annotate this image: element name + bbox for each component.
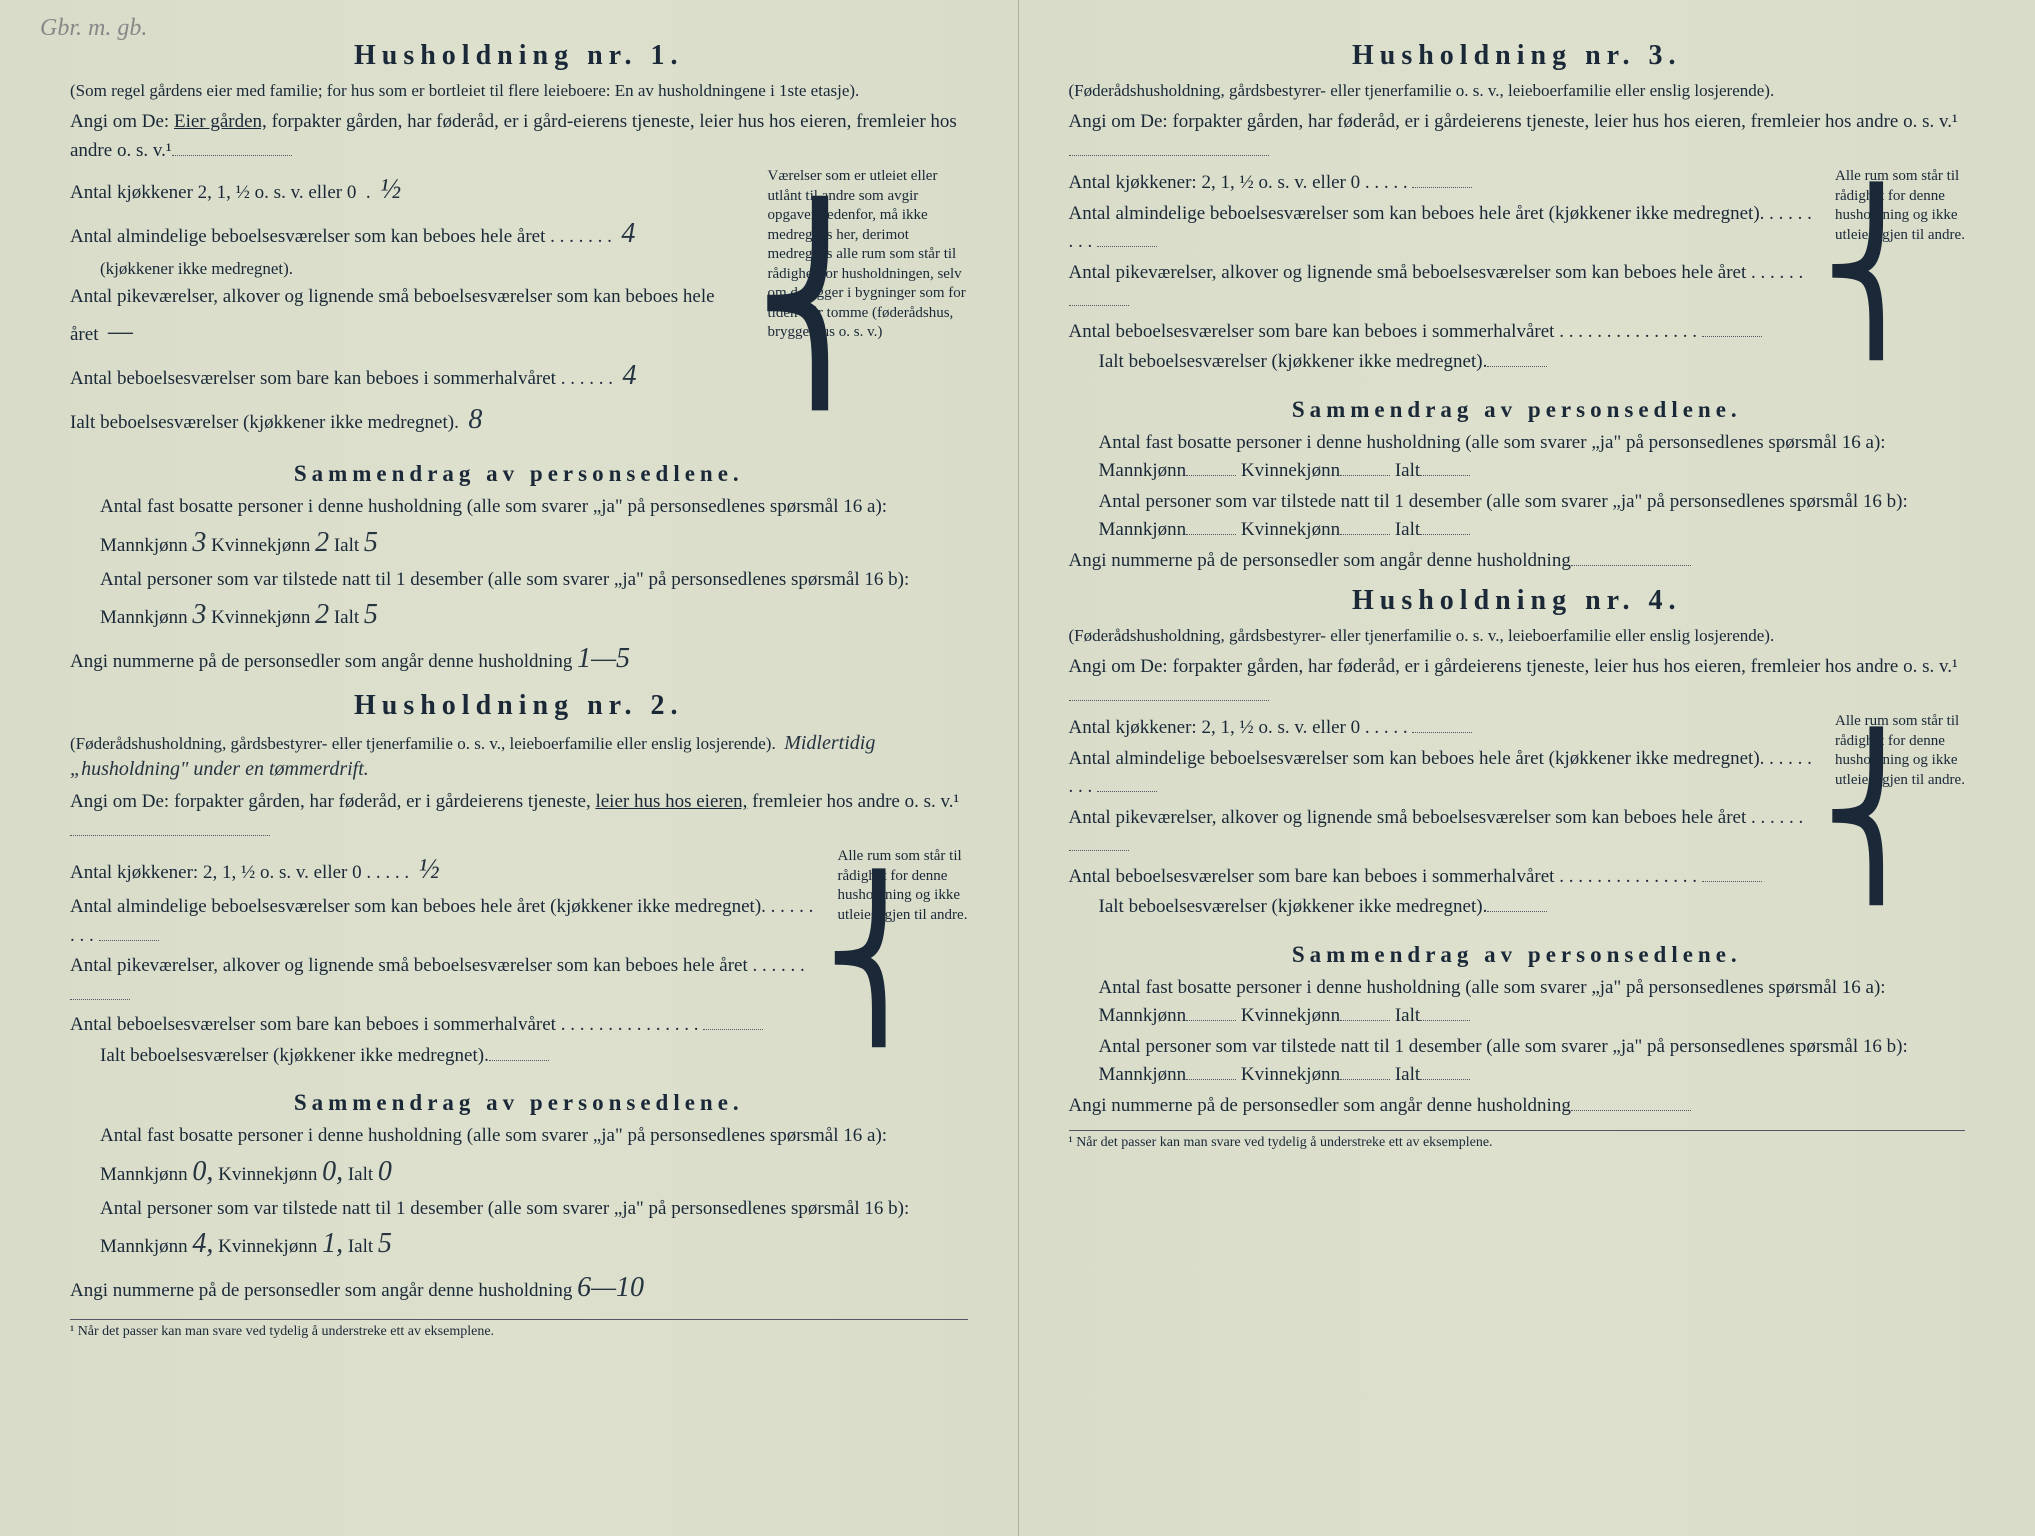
household3-title: Husholdning nr. 3. [1069, 40, 1966, 72]
household3-subtitle: (Føderådshusholdning, gårdsbestyrer- ell… [1069, 80, 1966, 102]
household1-subtitle: (Som regel gårdens eier med familie; for… [70, 80, 968, 102]
sum4-16a: Antal fast bosatte personer i denne hush… [1069, 974, 1966, 1031]
q4-rooms-year: Antal almindelige beboelsesværelser som … [1069, 745, 1821, 802]
q3-total: Ialt beboelsesværelser (kjøkkener ikke m… [1069, 348, 1821, 377]
household2-side-note: ⎨ Alle rum som står til rådighet for den… [838, 847, 968, 1072]
household4-rooms-block: Antal kjøkkener: 2, 1, ½ o. s. v. eller … [1069, 712, 1966, 924]
pencil-annotation: Gbr. m. gb. [40, 15, 147, 42]
q2-total: Ialt beboelsesværelser (kjøkkener ikke m… [70, 1042, 823, 1071]
q4-kitchens: Antal kjøkkener: 2, 1, ½ o. s. v. eller … [1069, 714, 1821, 743]
household3-rooms-block: Antal kjøkkener: 2, 1, ½ o. s. v. eller … [1069, 167, 1966, 379]
household2-rooms-block: Antal kjøkkener: 2, 1, ½ o. s. v. eller … [70, 847, 968, 1072]
q4-total: Ialt beboelsesværelser (kjøkkener ikke m… [1069, 893, 1821, 922]
val-total: 8 [468, 404, 482, 435]
household2-angi: Angi om De: forpakter gården, har føderå… [70, 788, 968, 845]
q3-summer: Antal beboelsesværelser som bare kan beb… [1069, 318, 1821, 347]
household1-side-note: ⎨ Værelser som er utleiet eller utlånt t… [768, 167, 968, 443]
household2-subtitle: (Føderådshusholdning, gårdsbestyrer- ell… [70, 730, 968, 782]
q2-kitchens: Antal kjøkkener: 2, 1, ½ o. s. v. eller … [70, 849, 823, 891]
household1-rooms-block: Antal kjøkkener 2, 1, ½ o. s. v. eller 0… [70, 167, 968, 443]
q-rooms-year: Antal almindelige beboelsesværelser som … [70, 213, 753, 255]
sum3-16b: Antal personer som var tilstede natt til… [1069, 488, 1966, 545]
sum4-16b: Antal personer som var tilstede natt til… [1069, 1033, 1966, 1090]
q2-summer: Antal beboelsesværelser som bare kan beb… [70, 1011, 823, 1040]
household1-title: Husholdning nr. 1. [70, 40, 968, 72]
household4-angi: Angi om De: forpakter gården, har føderå… [1069, 653, 1966, 710]
right-page: Husholdning nr. 3. (Føderådshusholdning,… [1018, 0, 2035, 1536]
q4-maid: Antal pikeværelser, alkover og lignende … [1069, 804, 1821, 861]
angi-prefix: Angi om De: [70, 111, 169, 132]
angi-nummer-4: Angi nummerne på de personsedler som ang… [1069, 1092, 1966, 1121]
angi-nummer-1: Angi nummerne på de personsedler som ang… [70, 638, 968, 680]
q-total: Ialt beboelsesværelser (kjøkkener ikke m… [70, 399, 753, 441]
household3-angi: Angi om De: forpakter gården, har føderå… [1069, 108, 1966, 165]
household1-summary-title: Sammendrag av personsedlene. [70, 461, 968, 487]
sum2-16b: Antal personer som var tilstede natt til… [70, 1195, 968, 1266]
q2-rooms-year: Antal almindelige beboelsesværelser som … [70, 893, 823, 950]
q3-kitchens: Antal kjøkkener: 2, 1, ½ o. s. v. eller … [1069, 169, 1821, 198]
household4-subtitle: (Føderådshusholdning, gårdsbestyrer- ell… [1069, 625, 1966, 647]
angi-nummer-3: Angi nummerne på de personsedler som ang… [1069, 547, 1966, 576]
q-kitchens: Antal kjøkkener 2, 1, ½ o. s. v. eller 0… [70, 169, 753, 211]
document-spread: Gbr. m. gb. Husholdning nr. 1. (Som rege… [0, 0, 2035, 1536]
sum2-16a: Antal fast bosatte personer i denne hush… [70, 1122, 968, 1193]
household4-title: Husholdning nr. 4. [1069, 585, 1966, 617]
household4-summary-title: Sammendrag av personsedlene. [1069, 942, 1966, 968]
household1-angi: Angi om De: Eier gården, forpakter gårde… [70, 108, 968, 165]
household2-summary-title: Sammendrag av personsedlene. [70, 1090, 968, 1116]
left-page: Gbr. m. gb. Husholdning nr. 1. (Som rege… [0, 0, 1018, 1536]
q4-summer: Antal beboelsesværelser som bare kan beb… [1069, 863, 1821, 892]
q3-rooms-year: Antal almindelige beboelsesværelser som … [1069, 200, 1821, 257]
angi-underlined: Eier gården, [174, 111, 267, 132]
household3-summary-title: Sammendrag av personsedlene. [1069, 397, 1966, 423]
footnote-left: ¹ Når det passer kan man svare ved tydel… [70, 1319, 968, 1340]
angi-nummer-2: Angi nummerne på de personsedler som ang… [70, 1267, 968, 1309]
q-maid-rooms: Antal pikeværelser, alkover og lignende … [70, 283, 753, 354]
household3-side-note: ⎨ Alle rum som står til rådighet for den… [1835, 167, 1965, 379]
household4-side-note: ⎨ Alle rum som står til rådighet for den… [1835, 712, 1965, 924]
footnote-right: ¹ Når det passer kan man svare ved tydel… [1069, 1130, 1966, 1151]
q-rooms-year-sub: (kjøkkener ikke medregnet). [70, 257, 753, 281]
sum-16b: Antal personer som var tilstede natt til… [70, 566, 968, 637]
q3-maid: Antal pikeværelser, alkover og lignende … [1069, 259, 1821, 316]
household2-title: Husholdning nr. 2. [70, 690, 968, 722]
sum3-16a: Antal fast bosatte personer i denne hush… [1069, 429, 1966, 486]
sum-16a: Antal fast bosatte personer i denne hush… [70, 493, 968, 564]
val-maid: — [108, 316, 133, 347]
val-rooms-year: 4 [621, 218, 635, 249]
q-summer: Antal beboelsesværelser som bare kan beb… [70, 355, 753, 397]
q2-maid: Antal pikeværelser, alkover og lignende … [70, 952, 823, 1009]
val-summer: 4 [622, 360, 636, 391]
val-kitchens: ½ [380, 174, 401, 205]
